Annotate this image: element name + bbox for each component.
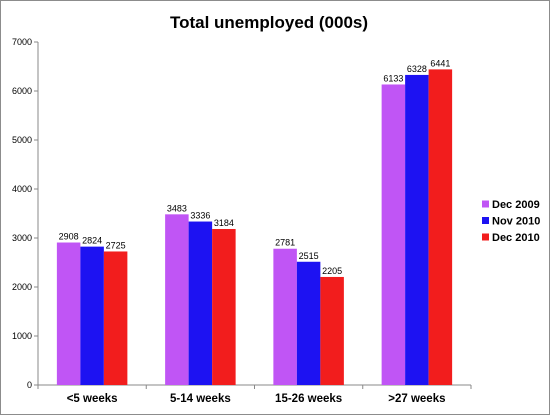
data-label: 6133 — [383, 73, 403, 83]
data-label: 6441 — [430, 58, 450, 68]
data-label: 2824 — [82, 236, 102, 246]
x-tick-label: >27 weeks — [388, 393, 445, 405]
bar — [188, 221, 213, 385]
data-label: 2725 — [106, 240, 126, 250]
y-tick-label: 3000 — [12, 233, 32, 243]
legend-swatch — [482, 217, 489, 224]
data-label: 3184 — [214, 218, 234, 228]
data-label: 2515 — [299, 251, 319, 261]
y-tick-label: 0 — [27, 380, 32, 390]
x-tick-label: 5-14 weeks — [170, 393, 231, 405]
y-tick-label: 7000 — [12, 37, 32, 47]
legend-label: Dec 2009 — [492, 199, 540, 211]
y-tick-label: 6000 — [12, 86, 32, 96]
y-tick-label: 4000 — [12, 184, 32, 194]
data-label: 2205 — [322, 266, 342, 276]
x-tick-label: 15-26 weeks — [275, 393, 342, 405]
x-axis: <5 weeks 5-14 weeks 15-26 weeks >27 weeks — [37, 384, 472, 405]
chart-title: Total unemployed (000s) — [170, 13, 368, 32]
data-label: 6328 — [407, 64, 427, 74]
legend: Dec 2009 Nov 2010 Dec 2010 — [482, 199, 540, 244]
bar — [80, 246, 104, 385]
y-axis: 0 1000 2000 3000 4000 5000 6000 7000 — [12, 37, 39, 390]
bar — [273, 248, 297, 385]
y-tick-label: 1000 — [12, 331, 32, 341]
data-label: 2781 — [275, 238, 295, 248]
legend-label: Dec 2010 — [492, 232, 540, 244]
bar — [165, 214, 189, 385]
legend-swatch — [482, 200, 489, 208]
bar — [320, 276, 344, 385]
bar — [103, 251, 128, 385]
legend-swatch — [482, 233, 489, 241]
y-tick-label: 2000 — [12, 282, 32, 292]
bar — [212, 228, 236, 385]
bar — [381, 84, 406, 385]
bar — [428, 69, 453, 386]
bar — [56, 242, 81, 385]
legend-label: Nov 2010 — [492, 216, 540, 228]
data-label: 3483 — [167, 203, 187, 213]
data-label: 2908 — [59, 232, 79, 242]
bar — [405, 74, 429, 385]
bars — [56, 69, 453, 386]
bar — [296, 261, 321, 385]
y-tick-label: 5000 — [12, 135, 32, 145]
x-tick-label: <5 weeks — [67, 393, 118, 405]
data-label: 3336 — [190, 211, 210, 221]
